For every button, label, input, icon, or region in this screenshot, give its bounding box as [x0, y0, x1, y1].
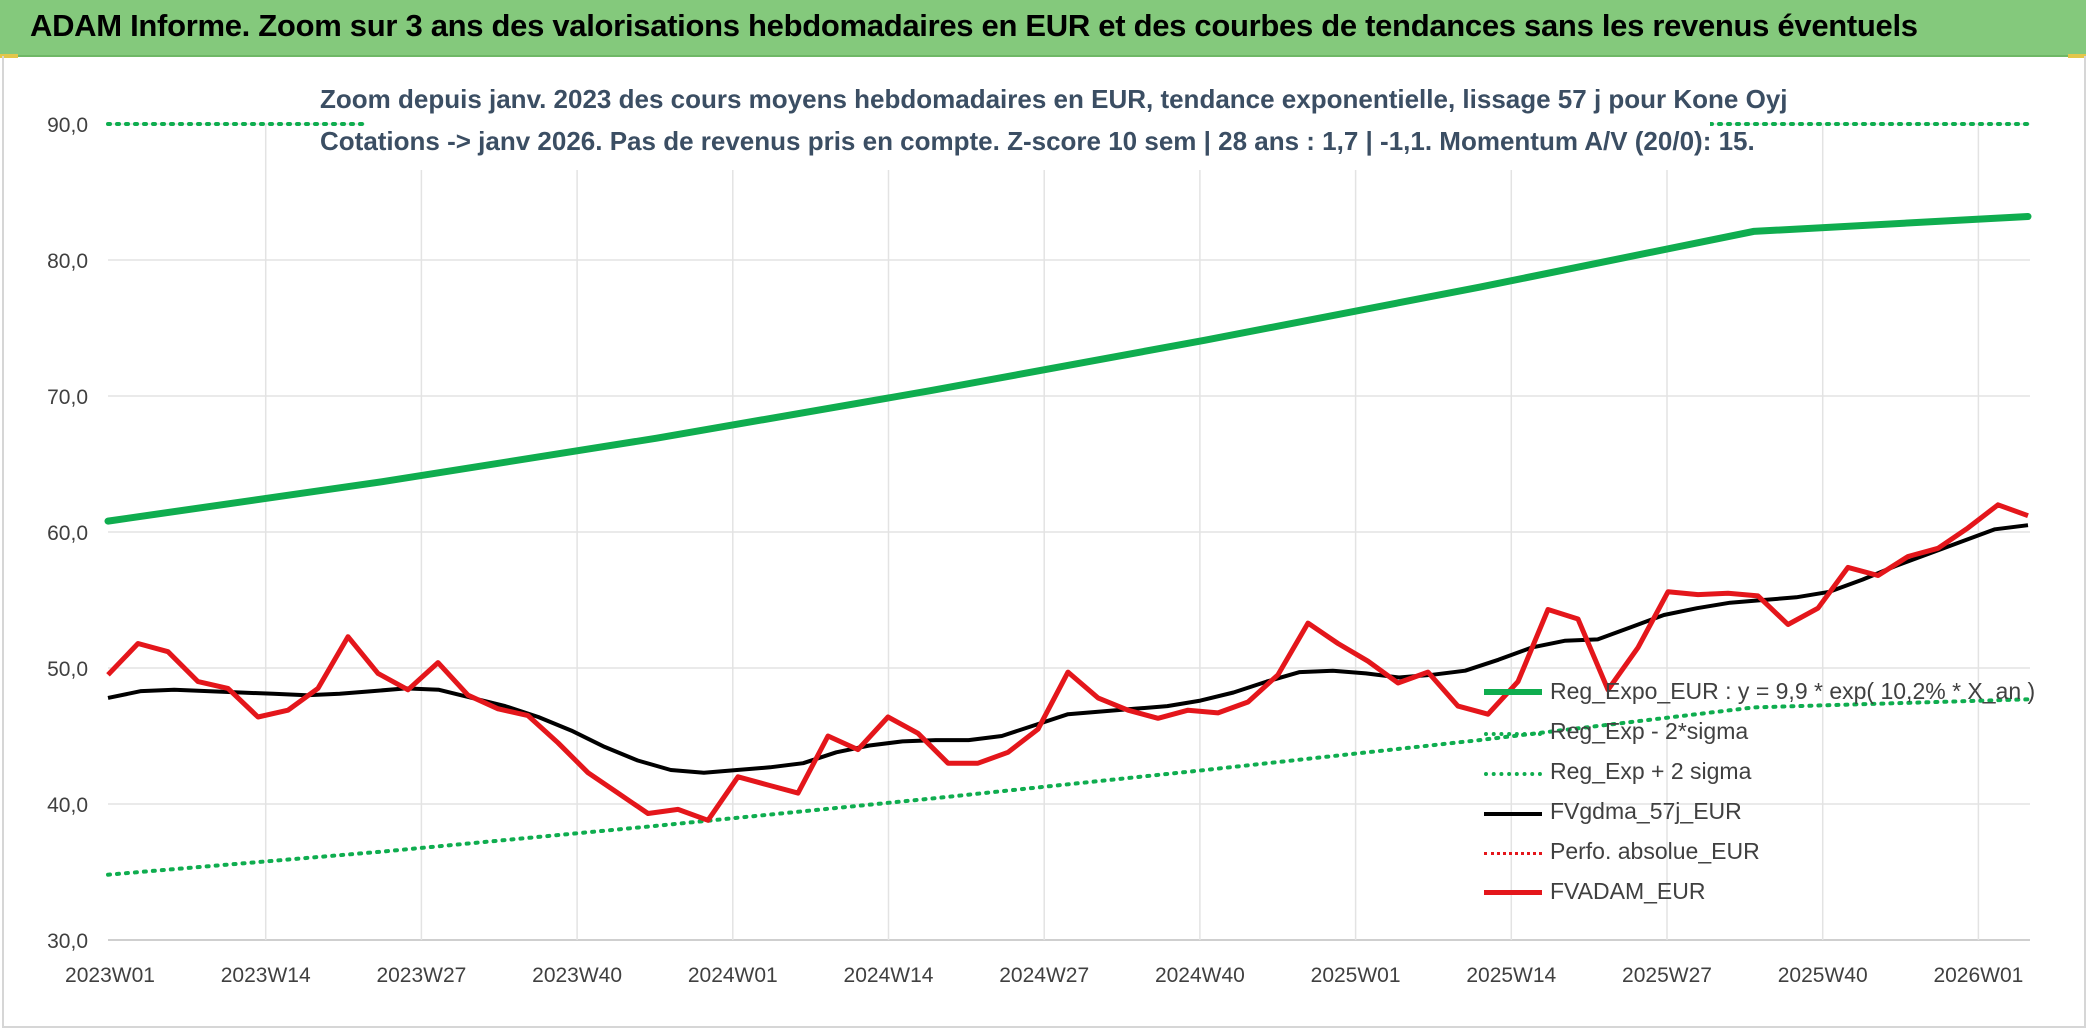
- x-tick-label: 2025W27: [1622, 964, 1712, 987]
- legend-swatch-dotted-red: [1484, 852, 1542, 855]
- chart-subtitle: Cotations -> janv 2026. Pas de revenus p…: [320, 126, 1755, 156]
- x-tick-label: 2024W14: [844, 964, 934, 987]
- chart-frame: [2, 56, 2086, 1028]
- legend-item-perfo: Perfo. absolue_EUR: [1480, 838, 2040, 868]
- series-fvgdma-57j: [107, 523, 2029, 775]
- legend-swatch-solid-green: [1484, 689, 1542, 695]
- corner-accent-left: [0, 54, 18, 58]
- x-tick-label: 2025W01: [1311, 964, 1401, 987]
- legend-item-reg-expo: Reg_Expo_EUR : y = 9,9 * exp( 10,2% * X_…: [1480, 678, 2040, 708]
- legend-label: Perfo. absolue_EUR: [1550, 838, 1760, 864]
- legend-label: FVADAM_EUR: [1550, 878, 1706, 904]
- x-tick-label: 2024W27: [999, 964, 1089, 987]
- series-fvadam: [106, 502, 2029, 823]
- series-layer: [104, 80, 2032, 877]
- x-tick-labels: 2023W01 2023W14 2023W27 2023W40 2024W01 2024W…: [65, 964, 2023, 987]
- legend-label: Reg_Exp + 2 sigma: [1550, 758, 1752, 784]
- chart-title: Zoom depuis janv. 2023 des cours moyens …: [320, 84, 1788, 114]
- header-banner: ADAM Informe. Zoom sur 3 ans des valoris…: [0, 0, 2086, 57]
- x-tick-label: 2025W14: [1466, 964, 1556, 987]
- legend-item-reg-minus: Reg_Exp - 2*sigma: [1480, 718, 2040, 748]
- page-title: ADAM Informe. Zoom sur 3 ans des valoris…: [30, 8, 1918, 43]
- series-reg-exp-minus-2-sigma: [106, 697, 2030, 877]
- x-tick-label: 2023W27: [376, 964, 466, 987]
- y-tick-label: 30,0: [47, 930, 88, 953]
- legend-swatch-solid-red: [1484, 890, 1542, 895]
- y-tick-label: 70,0: [47, 386, 88, 409]
- x-tick-label: 2023W40: [532, 964, 622, 987]
- x-gridlines: [264, 124, 1980, 940]
- title-mask: [365, 80, 1710, 170]
- corner-accent-right: [2068, 54, 2086, 58]
- x-tick-label: 2023W14: [221, 964, 311, 987]
- legend-label: FVgdma_57j_EUR: [1550, 798, 1742, 824]
- series-reg-expo: [104, 213, 2032, 525]
- y-tick-label: 60,0: [47, 522, 88, 545]
- y-tick-label: 90,0: [47, 114, 88, 137]
- legend-label: Reg_Expo_EUR : y = 9,9 * exp( 10,2% * X_…: [1550, 678, 2036, 704]
- legend-label: Reg_Exp - 2*sigma: [1550, 718, 1749, 744]
- legend-item-mma: FVgdma_57j_EUR: [1480, 798, 2040, 828]
- legend-item-fvadam: FVADAM_EUR: [1480, 878, 2040, 908]
- x-tick-label: 2023W01: [65, 964, 155, 987]
- y-tick-label: 50,0: [47, 658, 88, 681]
- x-tick-label: 2025W40: [1778, 964, 1868, 987]
- y-tick-label: 40,0: [47, 794, 88, 817]
- legend-swatch-dotted-green: [1484, 772, 1542, 776]
- y-tick-label: 80,0: [47, 250, 88, 273]
- x-tick-label: 2024W01: [688, 964, 778, 987]
- x-tick-label: 2026W01: [1933, 964, 2023, 987]
- x-tick-label: 2024W40: [1155, 964, 1245, 987]
- legend-swatch-solid-black: [1484, 812, 1542, 816]
- legend-swatch-dotted-green: [1484, 732, 1542, 736]
- legend-item-reg-plus: Reg_Exp + 2 sigma: [1480, 758, 2040, 788]
- y-tick-labels: 30,0 40,0 50,0 60,0 70,0 80,0 90,0: [47, 114, 88, 953]
